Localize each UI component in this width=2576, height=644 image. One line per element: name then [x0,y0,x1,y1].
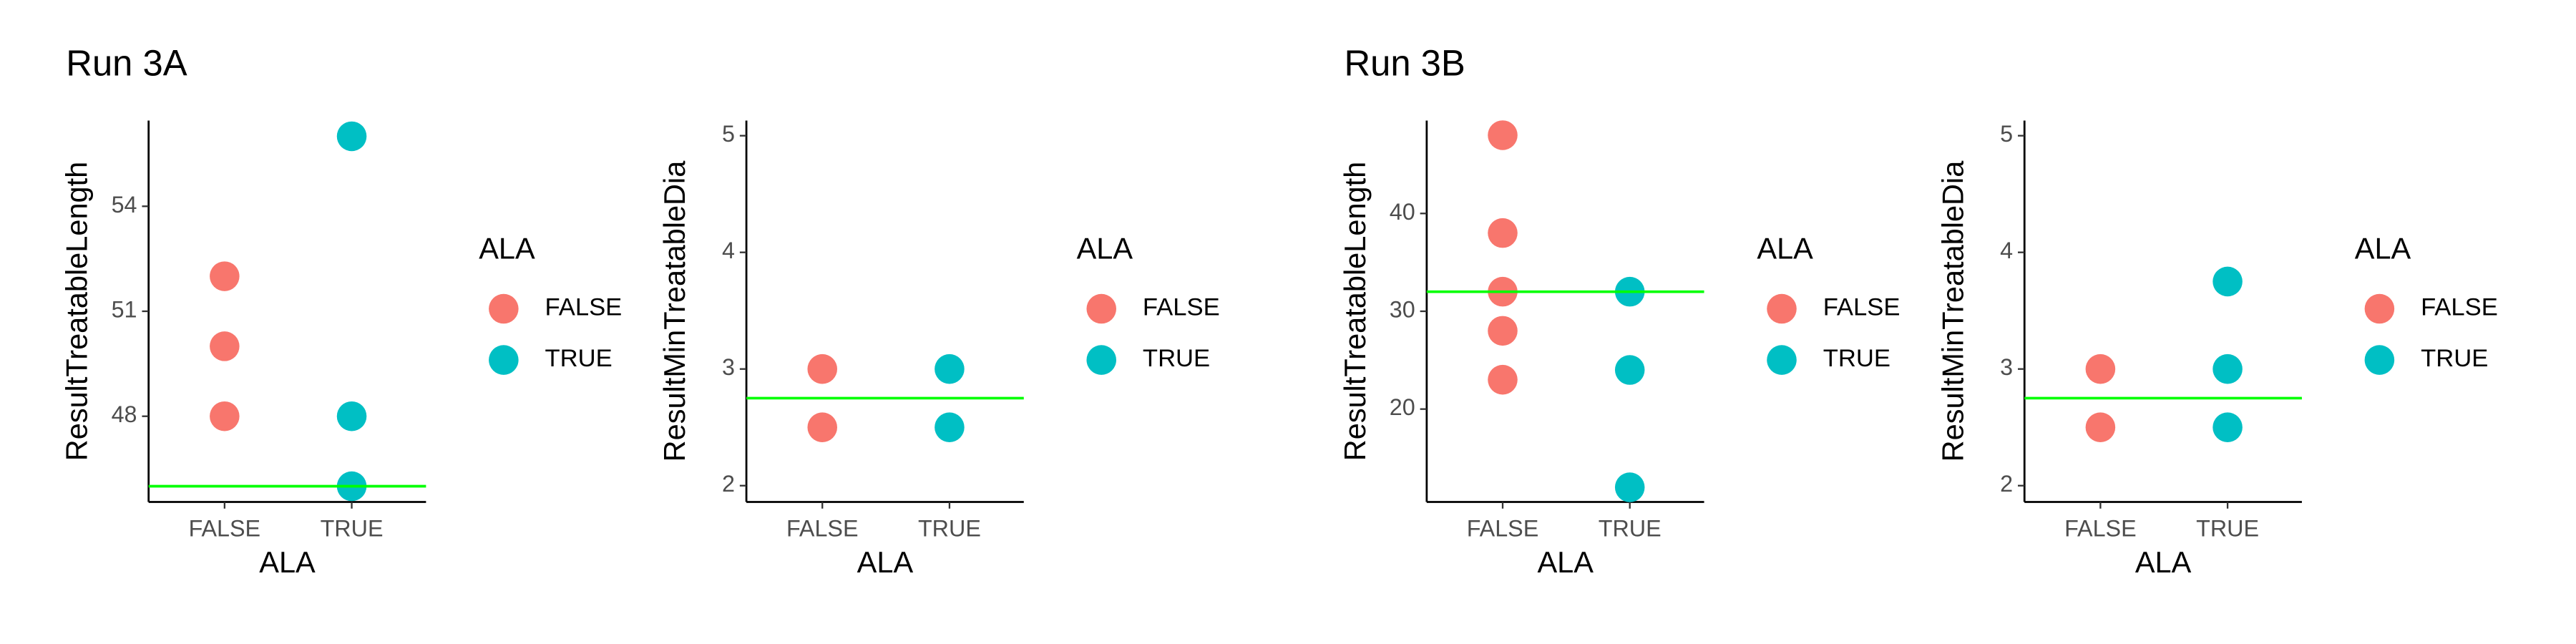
legend-swatch [1086,293,1116,324]
x-tick-label: TRUE [2196,515,2259,541]
point [807,412,837,442]
y-axis-label: ResultMinTreatableDia [658,160,691,462]
y-tick-label: 30 [1390,297,1415,323]
point [2212,353,2243,384]
x-tick-label: TRUE [321,515,384,541]
x-tick-label: TRUE [1599,515,1662,541]
point [935,412,965,442]
point [336,121,367,152]
legend-label: FALSE [1143,294,1220,321]
x-axis-label: ALA [259,545,316,579]
x-tick-label: FALSE [189,515,261,541]
y-tick-label: 5 [722,121,735,147]
legend-label: TRUE [1823,345,1890,372]
x-tick-label: FALSE [1467,515,1539,541]
legend-title: ALA [2355,232,2411,265]
x-tick-label: FALSE [786,515,859,541]
y-axis-label: ResultTreatableLength [1338,162,1372,462]
legend-label: FALSE [2421,294,2498,321]
x-tick-label: FALSE [2064,515,2137,541]
point [1488,316,1518,346]
y-tick-label: 48 [112,401,137,427]
y-tick-label: 2 [2000,471,2013,497]
legend-label: TRUE [1143,345,1210,372]
legend-label: TRUE [545,345,613,372]
y-tick-label: 3 [2000,354,2013,380]
y-tick-label: 5 [2000,121,2013,147]
point [210,261,240,291]
legend-swatch [1767,345,1797,375]
x-tick-label: TRUE [918,515,981,541]
legend-swatch [2364,345,2395,375]
y-tick-label: 3 [722,354,735,380]
chart-title: Run 3B [1344,43,1465,84]
x-axis-label: ALA [857,545,914,579]
point [1488,218,1518,248]
legend-swatch [489,293,519,324]
point [807,353,837,384]
chart-title: Run 3A [66,43,187,84]
point [1614,472,1645,502]
legend-title: ALA [479,232,535,265]
legend-label: TRUE [2421,345,2488,372]
y-tick-label: 4 [722,238,735,263]
legend-label: FALSE [1823,294,1901,321]
y-tick-label: 2 [722,471,735,497]
point [2212,412,2243,442]
y-tick-label: 40 [1390,199,1415,225]
y-tick-label: 4 [2000,238,2013,263]
point [336,401,367,431]
legend-label: FALSE [545,294,623,321]
x-axis-label: ALA [2135,545,2192,579]
point [210,401,240,431]
point [2212,266,2243,297]
point [2085,353,2116,384]
legend-swatch [1086,345,1116,375]
y-tick-label: 54 [112,192,137,218]
x-axis-label: ALA [1537,545,1594,579]
y-tick-label: 20 [1390,394,1415,420]
legend-swatch [489,345,519,375]
y-axis-label: ResultMinTreatableDia [1936,160,1969,462]
legend-title: ALA [1077,232,1133,265]
legend-swatch [2364,293,2395,324]
legend-swatch [1767,293,1797,324]
legend-title: ALA [1757,232,1813,265]
point [1488,120,1518,150]
point [1488,364,1518,395]
point [1614,355,1645,385]
point [210,331,240,361]
y-axis-label: ResultTreatableLength [60,162,94,462]
point [935,353,965,384]
point [2085,412,2116,442]
y-tick-label: 51 [112,297,137,323]
